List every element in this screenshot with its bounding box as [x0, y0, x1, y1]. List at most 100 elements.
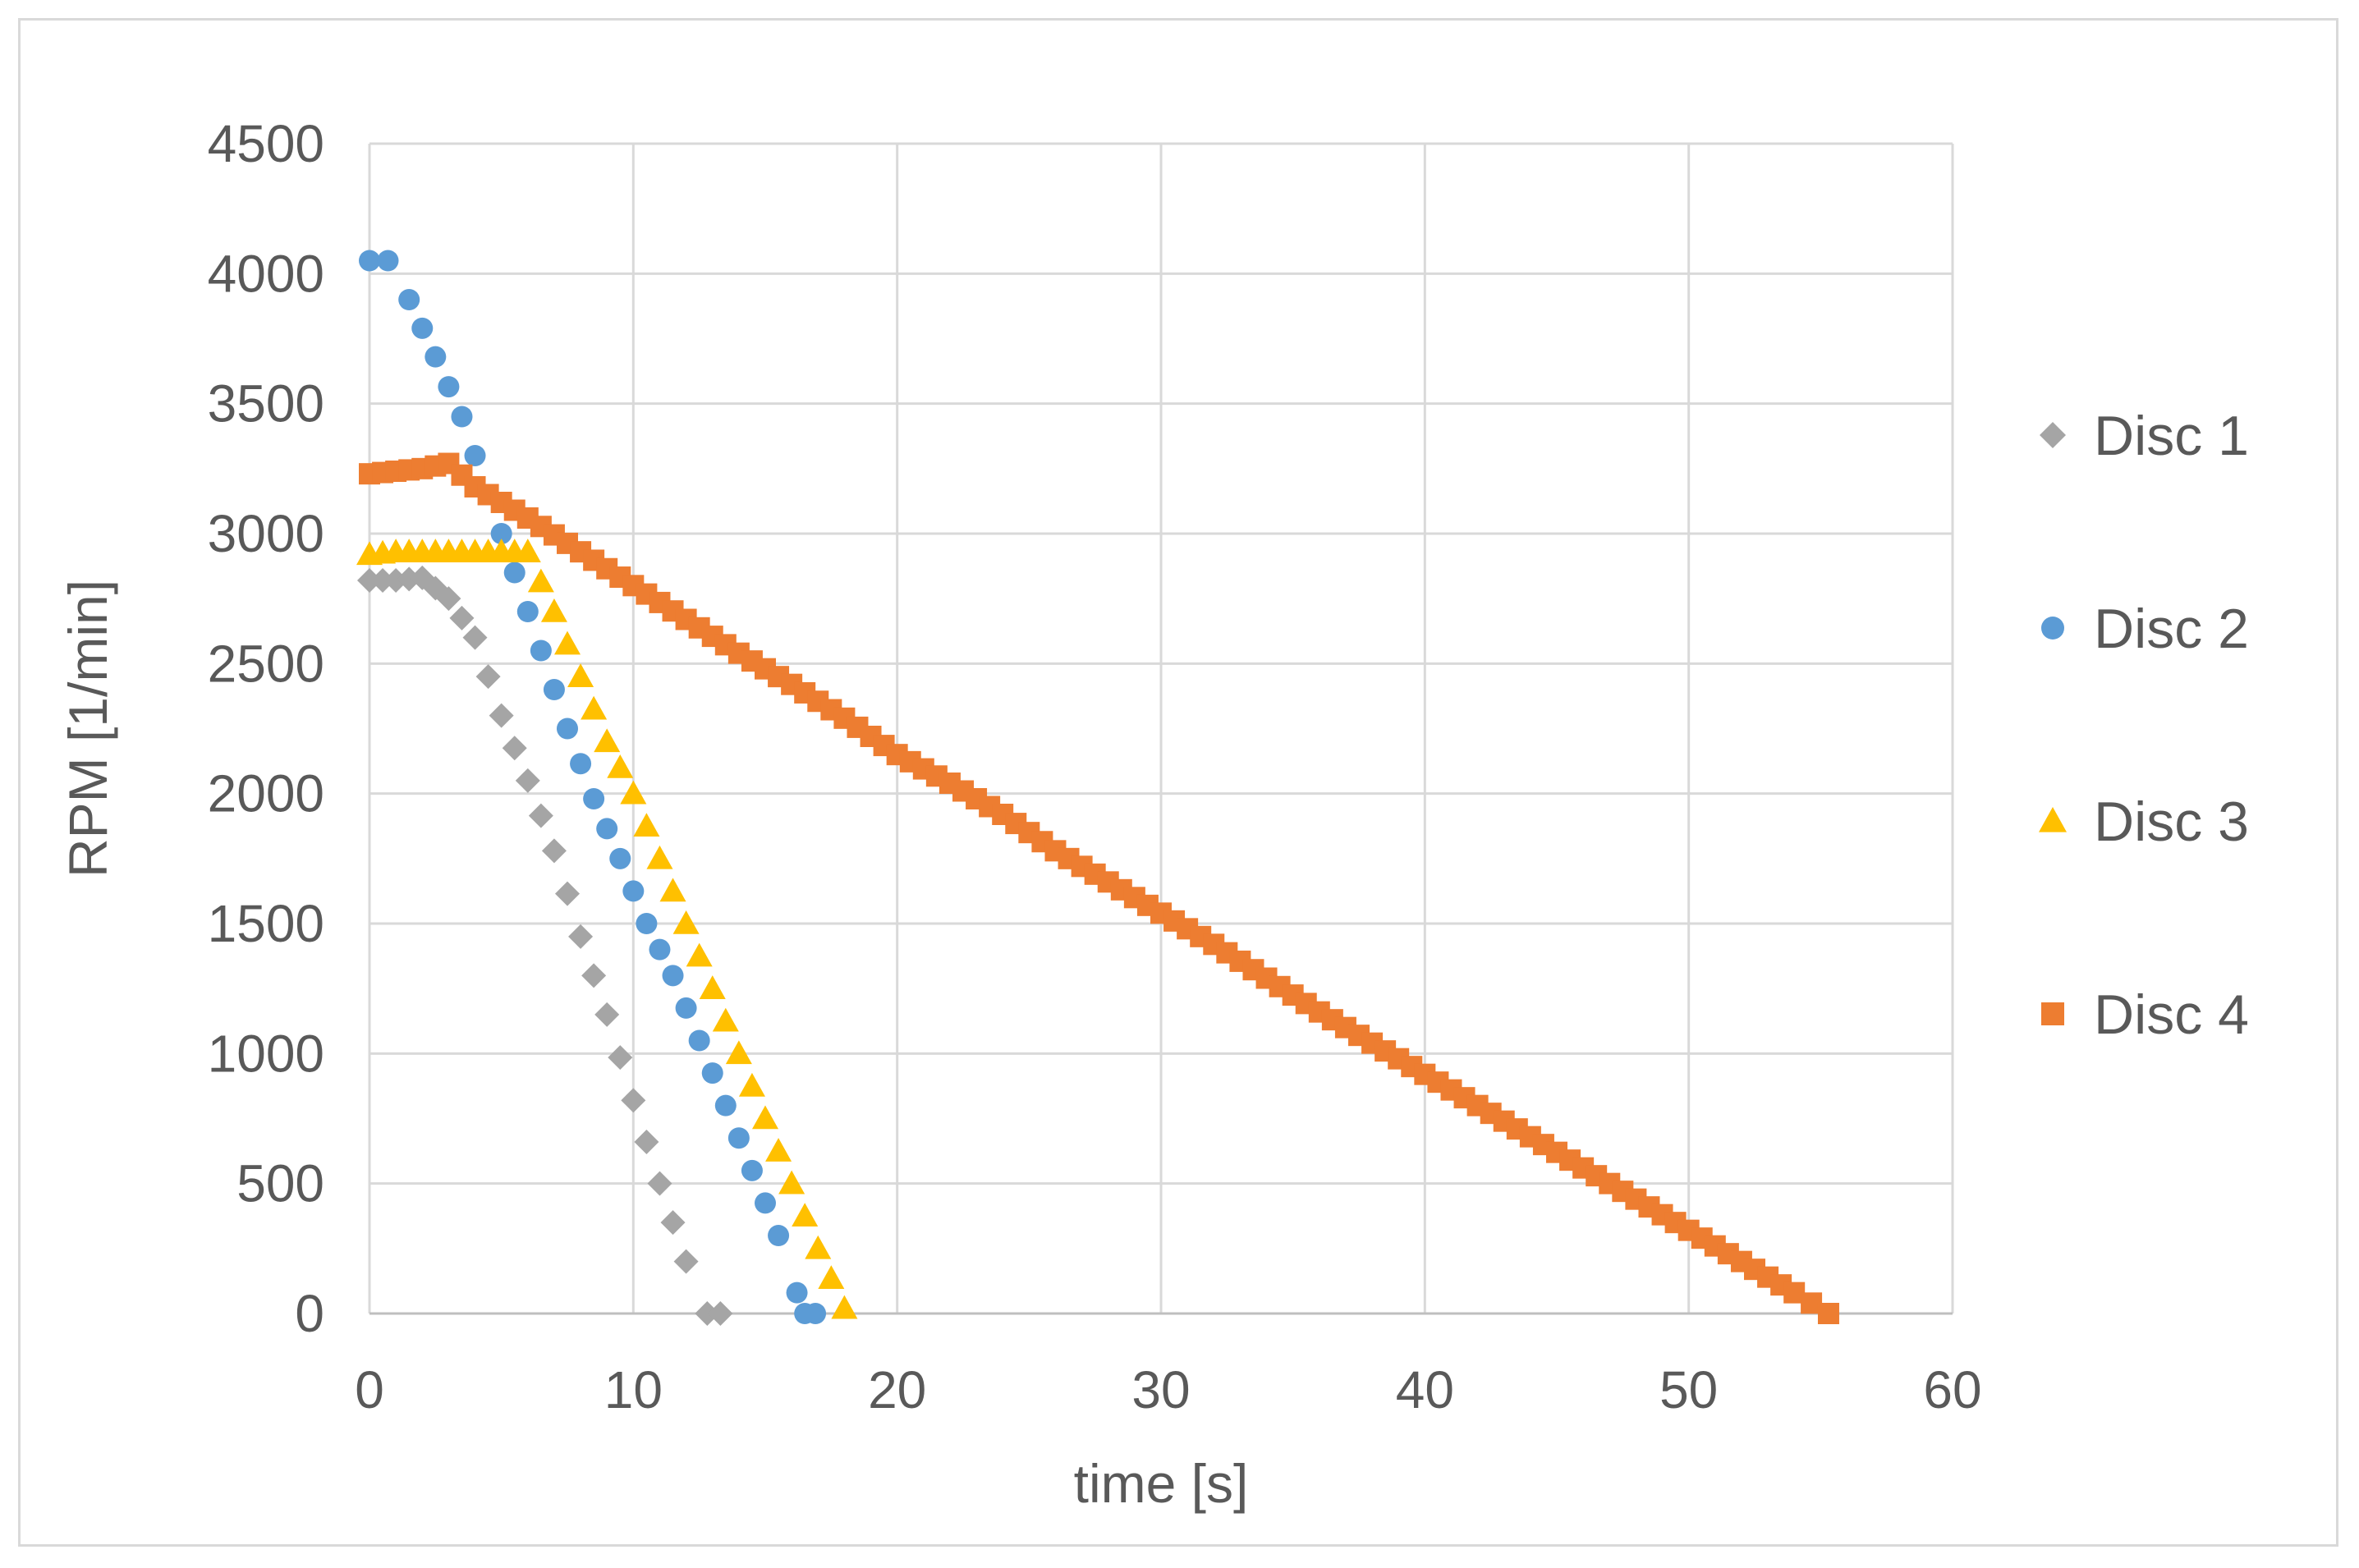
data-point [357, 568, 382, 593]
data-point [554, 630, 581, 655]
data-point [464, 445, 486, 466]
data-point [755, 1192, 776, 1214]
data-point [699, 975, 726, 999]
data-point [596, 818, 618, 840]
data-point [741, 1159, 763, 1181]
x-tick-label: 30 [1131, 1360, 1190, 1419]
data-point [786, 1281, 808, 1304]
data-point [370, 568, 396, 593]
data-point [502, 736, 527, 761]
y-axis-title: RPM [1/min] [57, 580, 118, 878]
data-point [462, 625, 488, 650]
data-point [583, 788, 605, 809]
data-point [686, 942, 713, 967]
data-point [581, 963, 607, 988]
data-point [695, 1301, 720, 1326]
data-point [660, 1210, 686, 1236]
data-point [503, 562, 525, 584]
legend-item: Disc 1 [2040, 405, 2249, 467]
x-tick-label: 60 [1923, 1360, 1981, 1419]
legend-marker-diamond [2040, 422, 2066, 448]
data-point [649, 938, 671, 961]
data-series [356, 250, 1839, 1326]
data-point [778, 1170, 805, 1194]
data-point [620, 780, 647, 805]
data-point [725, 1040, 752, 1065]
data-point [438, 376, 460, 398]
legend-item: Disc 4 [2041, 983, 2249, 1046]
data-point [490, 523, 512, 544]
data-point [672, 910, 700, 934]
data-point [515, 768, 540, 793]
data-point [1817, 1303, 1839, 1324]
data-point [714, 1094, 737, 1116]
data-point [514, 539, 541, 562]
x-tick-label: 20 [868, 1360, 926, 1419]
data-point [727, 1127, 750, 1149]
y-tick-label: 1000 [208, 1024, 324, 1083]
data-point [581, 695, 608, 720]
data-point [662, 965, 684, 987]
data-point [594, 728, 621, 753]
data-point [621, 1088, 646, 1113]
legend-item: Disc 3 [2039, 791, 2249, 853]
grid-lines [368, 142, 1954, 1315]
x-tick-label: 40 [1396, 1360, 1454, 1419]
data-point [541, 838, 567, 864]
x-tick-label: 50 [1659, 1360, 1718, 1419]
data-point [411, 317, 434, 339]
legend-item: Disc 2 [2041, 598, 2249, 660]
data-point [540, 598, 567, 622]
data-point [607, 754, 634, 778]
y-tick-label: 4000 [208, 244, 324, 303]
data-point [805, 1235, 832, 1259]
data-point [567, 663, 594, 687]
y-tick-label: 3000 [208, 504, 324, 563]
data-point [712, 1007, 739, 1032]
data-point [594, 1002, 620, 1027]
data-point [359, 250, 380, 272]
data-point [516, 601, 539, 622]
series-disc-1 [357, 565, 733, 1326]
data-point [752, 1105, 778, 1130]
legend-label: Disc 2 [2094, 598, 2249, 660]
data-point [805, 1303, 827, 1324]
x-tick-label: 10 [604, 1360, 663, 1419]
chart-area: 0 500 1000 1500 2000 2500 3000 3500 4000 4500 0 10 2… [18, 18, 2338, 1547]
x-tick-label: 0 [355, 1360, 384, 1419]
y-tick-label: 4500 [208, 114, 324, 173]
data-point [609, 847, 631, 869]
data-point [568, 924, 594, 949]
data-point [475, 664, 501, 690]
rpm-chart: 0 500 1000 1500 2000 2500 3000 3500 4000 4500 0 10 2… [57, 114, 2249, 1514]
legend: Disc 1 Disc 2 Disc 3 Disc 4 [2039, 405, 2249, 1046]
data-point [831, 1295, 858, 1319]
data-point [377, 250, 399, 272]
data-point [646, 845, 673, 869]
legend-marker-square [2041, 1002, 2064, 1025]
data-point [708, 1301, 733, 1326]
legend-marker-circle [2041, 617, 2064, 640]
data-point [557, 718, 578, 740]
data-point [675, 997, 697, 1019]
series-disc-4 [359, 452, 1839, 1324]
data-point [792, 1203, 819, 1227]
data-point [688, 1029, 710, 1052]
data-point [436, 586, 461, 612]
legend-label: Disc 3 [2094, 791, 2249, 853]
data-point [570, 753, 592, 775]
data-point [528, 803, 553, 828]
data-point [636, 913, 658, 934]
series-disc-3 [356, 539, 858, 1319]
tick-labels: 0 500 1000 1500 2000 2500 3000 3500 4000 4500 0 10 2… [208, 114, 1982, 1419]
data-point [818, 1265, 845, 1290]
data-point [765, 1138, 792, 1162]
data-point [659, 878, 686, 902]
x-axis-title: time [s] [1074, 1453, 1249, 1514]
data-point [527, 568, 554, 593]
legend-label: Disc 1 [2094, 405, 2249, 467]
data-point [701, 1062, 723, 1084]
y-tick-label: 500 [236, 1154, 324, 1213]
data-point [530, 640, 552, 662]
data-point [489, 703, 514, 728]
